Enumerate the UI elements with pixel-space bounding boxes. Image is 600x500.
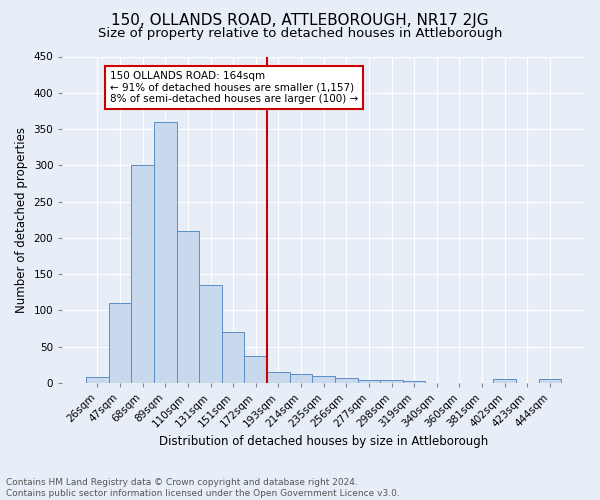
Text: Size of property relative to detached houses in Attleborough: Size of property relative to detached ho…	[98, 28, 502, 40]
Bar	[335, 378, 358, 383]
Bar	[493, 380, 516, 383]
Text: Contains HM Land Registry data © Crown copyright and database right 2024.
Contai: Contains HM Land Registry data © Crown c…	[6, 478, 400, 498]
Bar	[199, 285, 222, 383]
Bar	[267, 372, 290, 383]
Y-axis label: Number of detached properties: Number of detached properties	[15, 127, 28, 313]
Bar	[403, 381, 425, 383]
Bar	[539, 380, 561, 383]
Bar	[244, 356, 267, 383]
Bar	[222, 332, 244, 383]
Bar	[86, 378, 109, 383]
Bar	[380, 380, 403, 383]
Bar	[154, 122, 176, 383]
Bar	[109, 303, 131, 383]
Bar	[358, 380, 380, 383]
Bar	[290, 374, 313, 383]
Bar	[313, 376, 335, 383]
Bar	[131, 166, 154, 383]
Bar	[176, 230, 199, 383]
X-axis label: Distribution of detached houses by size in Attleborough: Distribution of detached houses by size …	[159, 434, 488, 448]
Text: 150 OLLANDS ROAD: 164sqm
← 91% of detached houses are smaller (1,157)
8% of semi: 150 OLLANDS ROAD: 164sqm ← 91% of detach…	[110, 71, 358, 104]
Text: 150, OLLANDS ROAD, ATTLEBOROUGH, NR17 2JG: 150, OLLANDS ROAD, ATTLEBOROUGH, NR17 2J…	[111, 12, 489, 28]
